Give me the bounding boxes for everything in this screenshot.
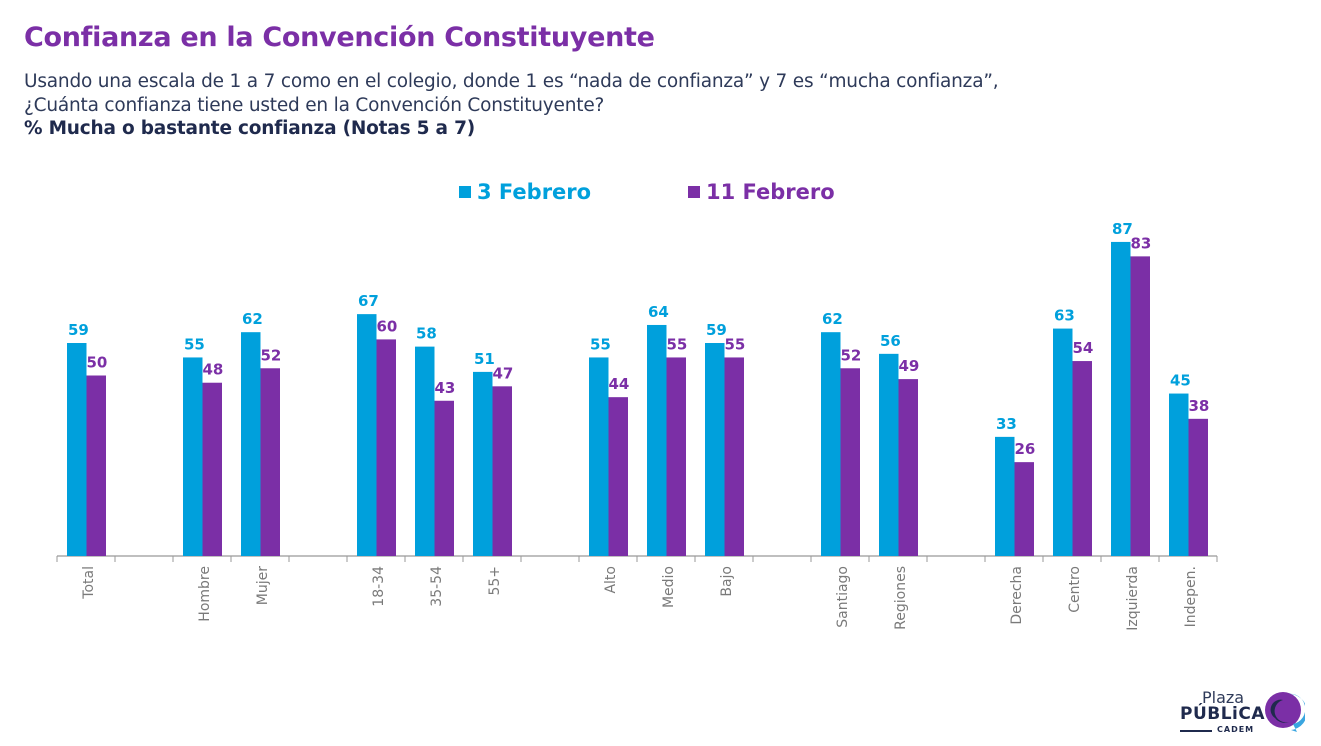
bar-3-febrero	[879, 353, 899, 556]
data-label: 54	[1073, 339, 1094, 357]
bar-11-febrero	[898, 379, 918, 556]
data-label: 26	[1015, 440, 1036, 458]
bar-3-febrero	[67, 343, 87, 556]
bar-3-febrero	[589, 357, 609, 556]
x-tick-label: Medio	[661, 566, 677, 608]
bar-11-febrero	[840, 368, 860, 556]
x-tick-label: 55+	[487, 566, 503, 596]
legend-item-series-2: 11 Febrero	[688, 180, 835, 204]
x-tick-label: Derecha	[1009, 566, 1025, 625]
data-label: 62	[242, 310, 263, 328]
x-tick-label: Total	[81, 566, 97, 600]
logo-text-plaza: Plaza	[1202, 688, 1245, 707]
data-label: 47	[493, 364, 514, 382]
bar-3-febrero	[183, 357, 203, 556]
x-tick-label: Bajo	[719, 566, 735, 597]
bar-11-febrero	[1130, 256, 1150, 556]
bar-3-febrero	[357, 314, 377, 556]
data-label: 50	[87, 354, 108, 372]
question-line-1: Usando una escala de 1 a 7 como en el co…	[24, 71, 999, 92]
legend-label-series-2: 11 Febrero	[706, 180, 835, 204]
x-tick-label: 35-54	[429, 566, 445, 607]
bar-11-febrero	[202, 382, 222, 556]
data-label: 56	[880, 332, 901, 350]
x-tick-label: Hombre	[197, 566, 213, 622]
bar-11-febrero	[376, 339, 396, 556]
plaza-publica-cadem-logo: Plaza PÚBLiCA CADEM	[1175, 688, 1315, 738]
bar-11-febrero	[1188, 418, 1208, 556]
measure-label: % Mucha o bastante confianza (Notas 5 a …	[24, 118, 476, 139]
x-tick-label: 18-34	[371, 566, 387, 607]
data-label: 62	[822, 310, 843, 328]
legend-swatch-series-1	[459, 186, 471, 198]
bar-3-febrero	[415, 346, 435, 556]
legend-label-series-1: 3 Febrero	[477, 180, 592, 204]
logo-underline	[1180, 730, 1212, 732]
bar-3-febrero	[705, 343, 725, 556]
x-tick-label: Centro	[1067, 566, 1083, 613]
data-label: 83	[1131, 234, 1152, 252]
data-label: 87	[1112, 220, 1133, 238]
question-line-2: ¿Cuánta confianza tiene usted en la Conv…	[24, 95, 605, 116]
bar-11-febrero	[86, 375, 106, 556]
bar-11-febrero	[724, 357, 744, 556]
legend-item-series-1: 3 Febrero	[459, 180, 591, 204]
x-tick-label: Alto	[603, 566, 619, 594]
x-tick-label: Mujer	[255, 566, 271, 605]
data-label: 52	[261, 346, 282, 364]
data-label: 55	[667, 335, 688, 353]
speech-bubble-logo-icon	[1265, 692, 1305, 732]
data-label: 48	[203, 361, 224, 379]
bar-11-febrero	[434, 400, 454, 556]
bar-11-febrero	[1014, 462, 1034, 556]
data-label: 51	[474, 350, 495, 368]
bar-11-febrero	[666, 357, 686, 556]
data-label: 38	[1189, 397, 1210, 415]
data-label: 63	[1054, 307, 1075, 325]
bar-3-febrero	[241, 332, 261, 556]
data-label: 59	[706, 321, 727, 339]
data-label: 49	[899, 357, 920, 375]
data-label: 44	[609, 375, 630, 393]
bar-11-febrero	[608, 397, 628, 556]
x-tick-label: Santiago	[835, 566, 851, 628]
bar-3-febrero	[1169, 393, 1189, 556]
data-label: 52	[841, 346, 862, 364]
data-label: 55	[184, 335, 205, 353]
data-label: 60	[377, 317, 398, 335]
bar-3-febrero	[473, 371, 493, 556]
data-label: 67	[358, 292, 379, 310]
data-label: 55	[590, 335, 611, 353]
bar-3-febrero	[821, 332, 841, 556]
bar-3-febrero	[1053, 328, 1073, 556]
logo-text-publica: PÚBLiCA	[1180, 704, 1266, 724]
bar-11-febrero	[492, 386, 512, 556]
question-text: Usando una escala de 1 a 7 como en el co…	[24, 70, 999, 118]
bar-11-febrero	[260, 368, 280, 556]
logo-text-cadem: CADEM	[1217, 725, 1255, 734]
x-tick-label: Indepen.	[1183, 566, 1199, 627]
data-label: 64	[648, 303, 669, 321]
data-label: 58	[416, 325, 437, 343]
page-title: Confianza en la Convención Constituyente	[24, 22, 655, 53]
data-label: 45	[1170, 372, 1191, 390]
bar-3-febrero	[647, 324, 667, 556]
bar-3-febrero	[995, 436, 1015, 556]
x-tick-label: Izquierda	[1125, 566, 1141, 631]
x-tick-label: Regiones	[893, 566, 909, 630]
bar-11-febrero	[1072, 361, 1092, 556]
legend-swatch-series-2	[688, 186, 700, 198]
data-label: 43	[435, 379, 456, 397]
data-label: 59	[68, 321, 89, 339]
data-label: 33	[996, 415, 1017, 433]
data-label: 55	[725, 335, 746, 353]
bar-3-febrero	[1111, 241, 1131, 556]
